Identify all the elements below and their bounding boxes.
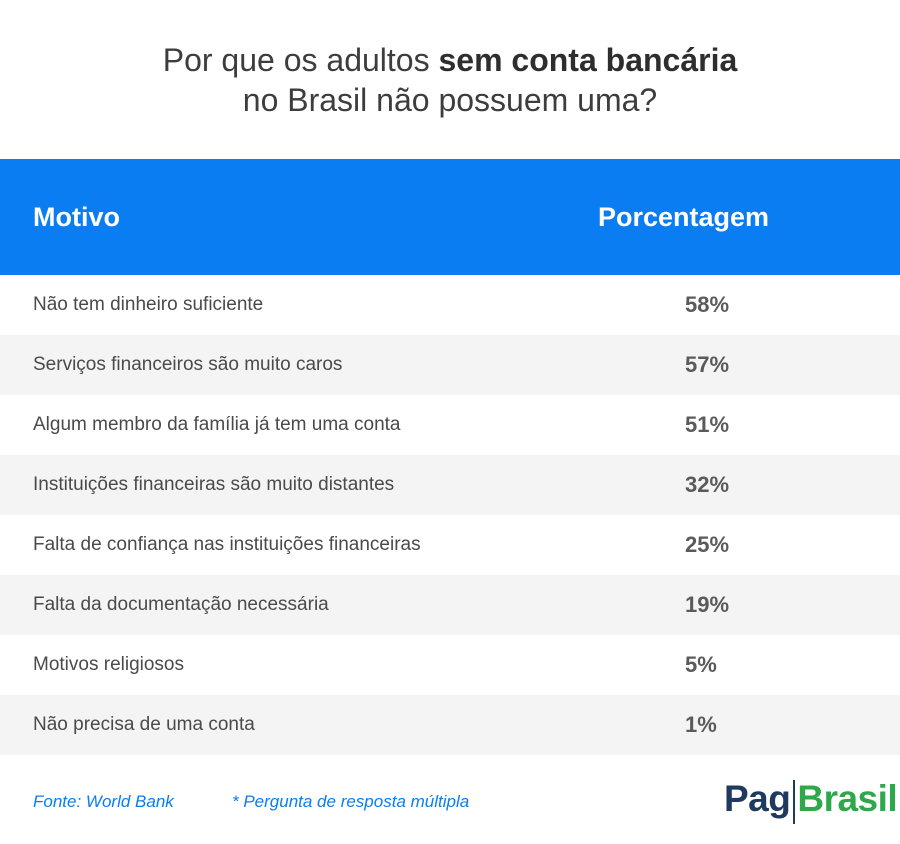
table-header: Motivo Porcentagem (0, 159, 900, 275)
row-reason: Serviços financeiros são muito caros (33, 354, 343, 375)
row-percentage: 19% (685, 592, 730, 617)
column-header-motivo: Motivo (33, 202, 120, 232)
row-percentage: 58% (685, 292, 730, 317)
table-row: Falta da documentação necessária 19% (0, 575, 900, 635)
logo-text-pag: Pag (724, 778, 791, 819)
row-percentage: 25% (685, 532, 730, 557)
source-note: Fonte: World Bank (33, 792, 174, 811)
logo-text-brasil: Brasil (797, 778, 898, 819)
title-line-2: no Brasil não possuem uma? (242, 82, 658, 118)
row-percentage: 51% (685, 412, 730, 437)
table-row: Motivos religiosos 5% (0, 635, 900, 695)
pagbrasil-logo: Pag Brasil (724, 778, 898, 824)
table-body: Não tem dinheiro suficiente 58% Serviços f… (0, 275, 900, 755)
table-row: Instituições financeiras são muito dista… (0, 455, 900, 515)
row-percentage: 1% (685, 712, 717, 737)
row-percentage: 32% (685, 472, 730, 497)
column-header-porcentagem: Porcentagem (598, 202, 770, 232)
row-reason: Falta da documentação necessária (33, 594, 329, 615)
table-row: Não precisa de uma conta 1% (0, 695, 900, 755)
row-reason: Não precisa de uma conta (33, 714, 255, 735)
table-row: Serviços financeiros são muito caros 57% (0, 335, 900, 395)
row-reason: Não tem dinheiro suficiente (33, 294, 264, 315)
row-percentage: 5% (685, 652, 717, 677)
row-reason: Motivos religiosos (33, 654, 184, 675)
row-reason: Falta de confiança nas instituições fina… (33, 534, 421, 555)
chart-title: Por que os adultos sem conta bancária no… (0, 40, 900, 120)
row-reason: Instituições financeiras são muito dista… (33, 474, 395, 495)
row-percentage: 57% (685, 352, 730, 377)
logo-separator (793, 780, 796, 824)
title-part-plain: Por que os adultos (162, 42, 439, 78)
table-row: Algum membro da família já tem uma conta… (0, 395, 900, 455)
row-reason: Algum membro da família já tem uma conta (33, 414, 401, 435)
title-part-bold: sem conta bancária (438, 42, 738, 78)
title-line-1: Por que os adultos sem conta bancária (0, 40, 900, 80)
table-row: Falta de confiança nas instituições fina… (0, 515, 900, 575)
table-row: Não tem dinheiro suficiente 58% (0, 275, 900, 335)
multiple-answer-note: * Pergunta de resposta múltipla (232, 792, 470, 811)
